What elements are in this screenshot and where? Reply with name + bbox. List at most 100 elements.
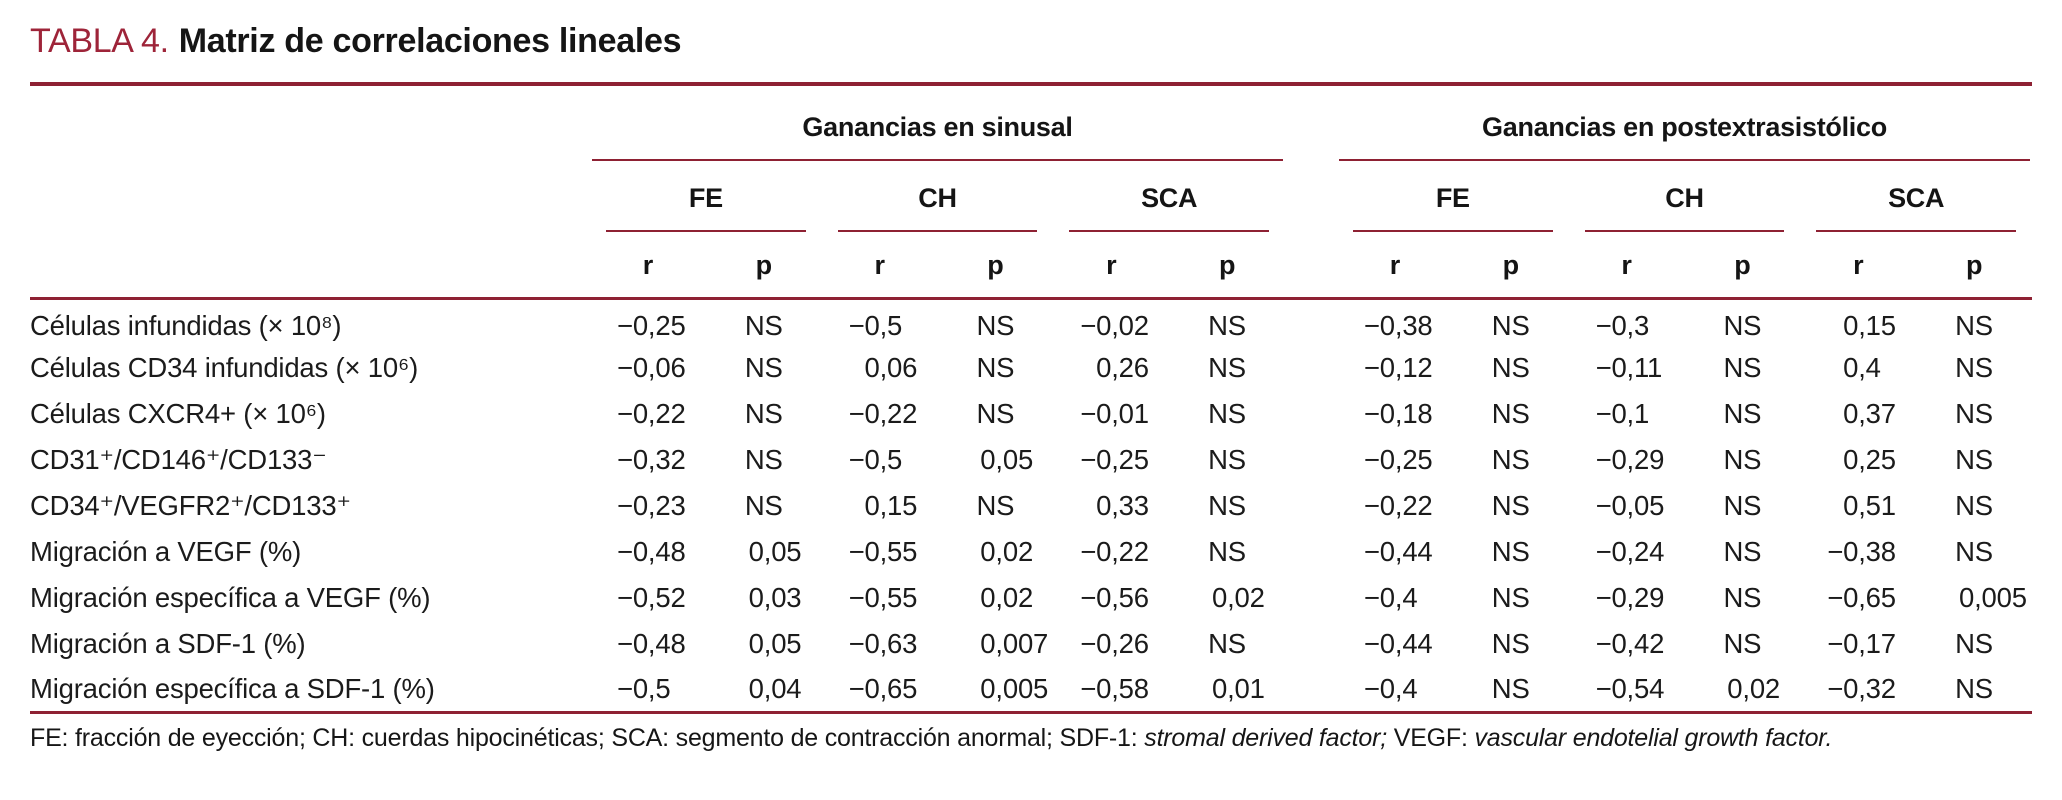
sub-header-label: FE bbox=[606, 161, 806, 232]
p-value-cell: NS bbox=[1723, 310, 1762, 342]
p-value-cell: NS bbox=[1208, 443, 1246, 475]
p-value-cell: 0,02 bbox=[1684, 666, 1801, 714]
row-label: Células CXCR4+ (× 10⁶) bbox=[30, 397, 326, 429]
p-value-cell: NS bbox=[1723, 489, 1762, 521]
r-value-cell: −0,25 bbox=[1363, 443, 1433, 475]
p-value-cell: NS bbox=[1208, 489, 1246, 521]
r-value-cell: −0,65 bbox=[821, 666, 938, 714]
r-value-cell: −0,23 bbox=[616, 489, 686, 521]
sub-header-label: FE bbox=[1352, 161, 1553, 232]
r-value-cell: −0,5 bbox=[848, 310, 903, 342]
r-value-cell: 0,33 bbox=[1096, 489, 1149, 521]
p-value-cell: 0,02 bbox=[980, 581, 1034, 613]
p-value-cell: NS bbox=[1208, 535, 1246, 567]
gap-cell bbox=[1284, 232, 1337, 300]
table-row: Migración específica a VEGF (%) −0,52 0,03… bbox=[30, 575, 2032, 621]
r-value-cell: −0,44 bbox=[1363, 535, 1433, 567]
r-value-cell: −0,22 bbox=[848, 397, 918, 429]
row-label: Migración a VEGF (%) bbox=[30, 535, 302, 567]
r-value-cell: 0,4 bbox=[1843, 351, 1881, 383]
stat-header-r: r bbox=[590, 232, 706, 300]
p-value-cell: 0,05 bbox=[980, 443, 1034, 475]
r-value-cell: −0,54 bbox=[1568, 666, 1685, 714]
r-value-cell: −0,44 bbox=[1363, 627, 1433, 659]
p-value-cell: NS bbox=[976, 310, 1015, 342]
table-row: Células CD34 infundidas (× 10⁶) −0,06 NS 0,… bbox=[30, 345, 2032, 391]
gap-cell bbox=[1285, 575, 1337, 621]
r-value-cell: 0,51 bbox=[1843, 489, 1896, 521]
corner-cell bbox=[30, 161, 590, 232]
sub-header-sca: SCA bbox=[1800, 161, 2032, 232]
table-row: Migración a SDF-1 (%) −0,48 0,05 −0,63 0,007… bbox=[30, 621, 2032, 667]
table-footnote: FE: fracción de eyección; CH: cuerdas hi… bbox=[30, 724, 2032, 753]
p-value-cell: NS bbox=[1955, 489, 1993, 521]
footnote-italic-text: stromal derived factor; bbox=[1144, 724, 1387, 752]
table-row: CD34⁺/VEGFR2⁺/CD133⁺ −0,23 NS 0,15 NS 0,33 NS −… bbox=[30, 483, 2032, 529]
gap-cell bbox=[1285, 391, 1337, 437]
r-value-cell: −0,25 bbox=[1080, 443, 1149, 475]
p-value-cell: NS bbox=[1723, 443, 1762, 475]
r-value-cell: −0,17 bbox=[1827, 627, 1896, 659]
p-value-cell: NS bbox=[744, 489, 783, 521]
table-row: Células CXCR4+ (× 10⁶) −0,22 NS −0,22 NS −0,0… bbox=[30, 391, 2032, 437]
gap-cell bbox=[1285, 161, 1337, 232]
r-value-cell: 0,06 bbox=[864, 351, 918, 383]
p-value-cell: NS bbox=[744, 351, 783, 383]
stat-header-r: r bbox=[1800, 232, 1917, 300]
title-rule bbox=[30, 82, 2032, 86]
gap-cell bbox=[1285, 437, 1337, 483]
p-value-cell: NS bbox=[1723, 351, 1762, 383]
r-value-cell: −0,22 bbox=[1080, 535, 1149, 567]
r-value-cell: −0,38 bbox=[1827, 535, 1896, 567]
corner-cell bbox=[30, 232, 590, 300]
r-value-cell: 0,26 bbox=[1096, 351, 1149, 383]
row-label: Migración específica a SDF-1 (%) bbox=[30, 666, 590, 714]
r-value-cell: −0,06 bbox=[616, 351, 686, 383]
gap-cell bbox=[1285, 345, 1337, 391]
r-value-cell: −0,65 bbox=[1827, 581, 1896, 613]
p-value-cell: NS bbox=[744, 397, 783, 429]
stat-header-r: r bbox=[1053, 232, 1170, 300]
r-value-cell: −0,18 bbox=[1363, 397, 1433, 429]
group-header-sinusal: Ganancias en sinusal bbox=[590, 86, 1285, 161]
p-value-cell: NS bbox=[1491, 351, 1530, 383]
row-label: Migración a SDF-1 (%) bbox=[30, 627, 306, 659]
table-row: CD31⁺/CD146⁺/CD133⁻ −0,32 NS −0,5 0,05 −0,25 N… bbox=[30, 437, 2032, 483]
gap-cell bbox=[1285, 299, 1337, 345]
r-value-cell: −0,58 bbox=[1053, 666, 1170, 714]
r-value-cell: −0,25 bbox=[616, 310, 686, 342]
p-value-cell: 0,04 bbox=[705, 666, 822, 714]
p-value-cell: NS bbox=[1955, 535, 1993, 567]
row-label: CD31⁺/CD146⁺/CD133⁻ bbox=[30, 443, 327, 475]
p-value-cell: NS bbox=[976, 351, 1015, 383]
r-value-cell: −0,11 bbox=[1595, 351, 1663, 383]
r-value-cell: −0,01 bbox=[1080, 397, 1149, 429]
p-value-cell: NS bbox=[1491, 310, 1530, 342]
r-value-cell: −0,55 bbox=[848, 581, 918, 613]
p-value-cell: NS bbox=[1723, 581, 1762, 613]
p-value-cell: NS bbox=[744, 310, 783, 342]
p-value-cell: NS bbox=[1208, 310, 1246, 342]
r-value-cell: −0,12 bbox=[1363, 351, 1433, 383]
p-value-cell: NS bbox=[1723, 535, 1762, 567]
gap-cell bbox=[1285, 529, 1337, 575]
group-header-label: Ganancias en postextrasistólico bbox=[1338, 112, 2030, 161]
p-value-cell: NS bbox=[1491, 489, 1530, 521]
gap-cell bbox=[1285, 483, 1337, 529]
table-title-text: Matriz de correlaciones lineales bbox=[178, 22, 682, 60]
p-value-cell: NS bbox=[1452, 666, 1569, 714]
row-label: CD34⁺/VEGFR2⁺/CD133⁺ bbox=[30, 489, 351, 521]
r-value-cell: −0,42 bbox=[1595, 627, 1665, 659]
p-value-cell: NS bbox=[1208, 351, 1246, 383]
p-value-cell: NS bbox=[1723, 627, 1762, 659]
r-value-cell: 0,15 bbox=[864, 489, 918, 521]
p-value-cell: NS bbox=[1955, 351, 1993, 383]
p-value-cell: NS bbox=[1955, 443, 1993, 475]
p-value-cell: 0,05 bbox=[748, 627, 802, 659]
correlation-matrix-table: Ganancias en sinusal Ganancias en postex… bbox=[30, 86, 2032, 714]
r-value-cell: −0,4 bbox=[1336, 666, 1453, 714]
stat-header-p: p bbox=[1169, 232, 1285, 300]
p-value-cell: NS bbox=[1916, 666, 2032, 714]
r-value-cell: −0,24 bbox=[1595, 535, 1665, 567]
stat-header-p: p bbox=[937, 232, 1054, 300]
